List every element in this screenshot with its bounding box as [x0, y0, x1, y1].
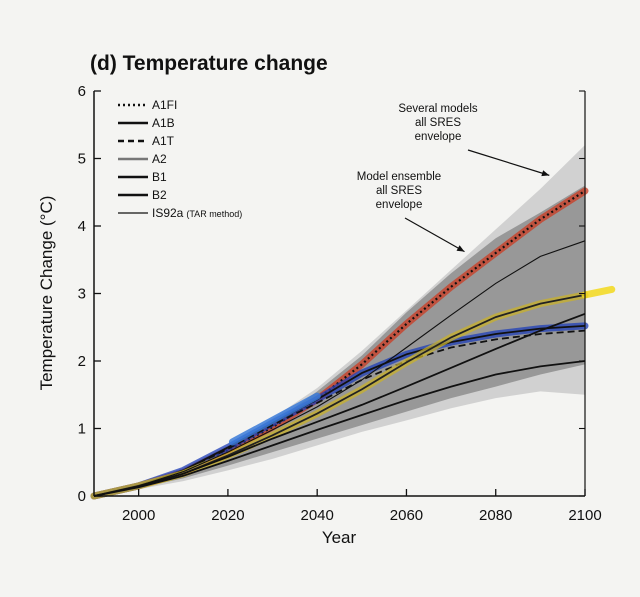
scenario-series	[90, 187, 616, 500]
annotation-text-line: Several models	[398, 103, 478, 115]
series-line-b1	[93, 360, 586, 497]
annotation-arrow-head	[541, 170, 550, 177]
yellow-stroke-beyond-2100	[581, 285, 616, 299]
x-tick-label: 2000	[122, 507, 155, 524]
legend-label: B2	[152, 188, 167, 202]
y-tick-label: 6	[78, 83, 86, 100]
chart-title: (d) Temperature change	[90, 52, 328, 75]
y-tick-label: 5	[78, 151, 86, 168]
legend-label: A1B	[152, 116, 175, 130]
legend-label: B1	[152, 170, 167, 184]
x-tick-label: 2060	[390, 507, 423, 524]
annotation-arrow-line	[404, 217, 465, 253]
x-tick-label: 2040	[300, 507, 333, 524]
y-tick-label: 0	[78, 488, 86, 505]
y-tick-label: 2	[78, 353, 86, 370]
legend-label-suffix: (TAR method)	[186, 209, 242, 219]
y-tick-label: 3	[78, 286, 86, 303]
annotations: Several models all SRES envelope Model ense…	[357, 103, 550, 253]
legend-label: A1T	[152, 134, 175, 148]
y-tick-label: 4	[78, 218, 86, 235]
annotation-text-line: all SRES	[415, 117, 461, 129]
legend-label: A2	[152, 152, 167, 166]
legend-label: A1FI	[152, 98, 177, 112]
annotation-text-line: all SRES	[376, 185, 422, 197]
annotation-text-line: Model ensemble	[357, 171, 441, 183]
legend: A1FI A1B A1T A2 B1 B2 IS92a (TAR method)	[118, 98, 242, 220]
x-tick-label: 2100	[568, 507, 601, 524]
annotation-text-line: envelope	[415, 131, 462, 143]
series-line-b2	[93, 312, 586, 497]
series-line-is92a	[93, 240, 586, 497]
annotation-arrow-head	[456, 245, 465, 252]
series-line-a1fi	[93, 189, 586, 498]
annotation-arrow-line	[467, 149, 550, 176]
x-axis-label: Year	[322, 528, 357, 547]
annotation-text-line: envelope	[376, 199, 423, 211]
y-axis-label: Temperature Change (°C)	[37, 196, 56, 391]
axes: 0 1 2 3 4 5 6 2000 2020 2040 2060 2080 2100	[78, 83, 602, 524]
x-tick-label: 2020	[211, 507, 244, 524]
legend-label: IS92a (TAR method)	[152, 206, 242, 220]
x-tick-label: 2080	[479, 507, 512, 524]
blue-stroke-left	[228, 392, 321, 446]
series-line-a1t	[93, 329, 586, 497]
y-tick-label: 1	[78, 421, 86, 438]
